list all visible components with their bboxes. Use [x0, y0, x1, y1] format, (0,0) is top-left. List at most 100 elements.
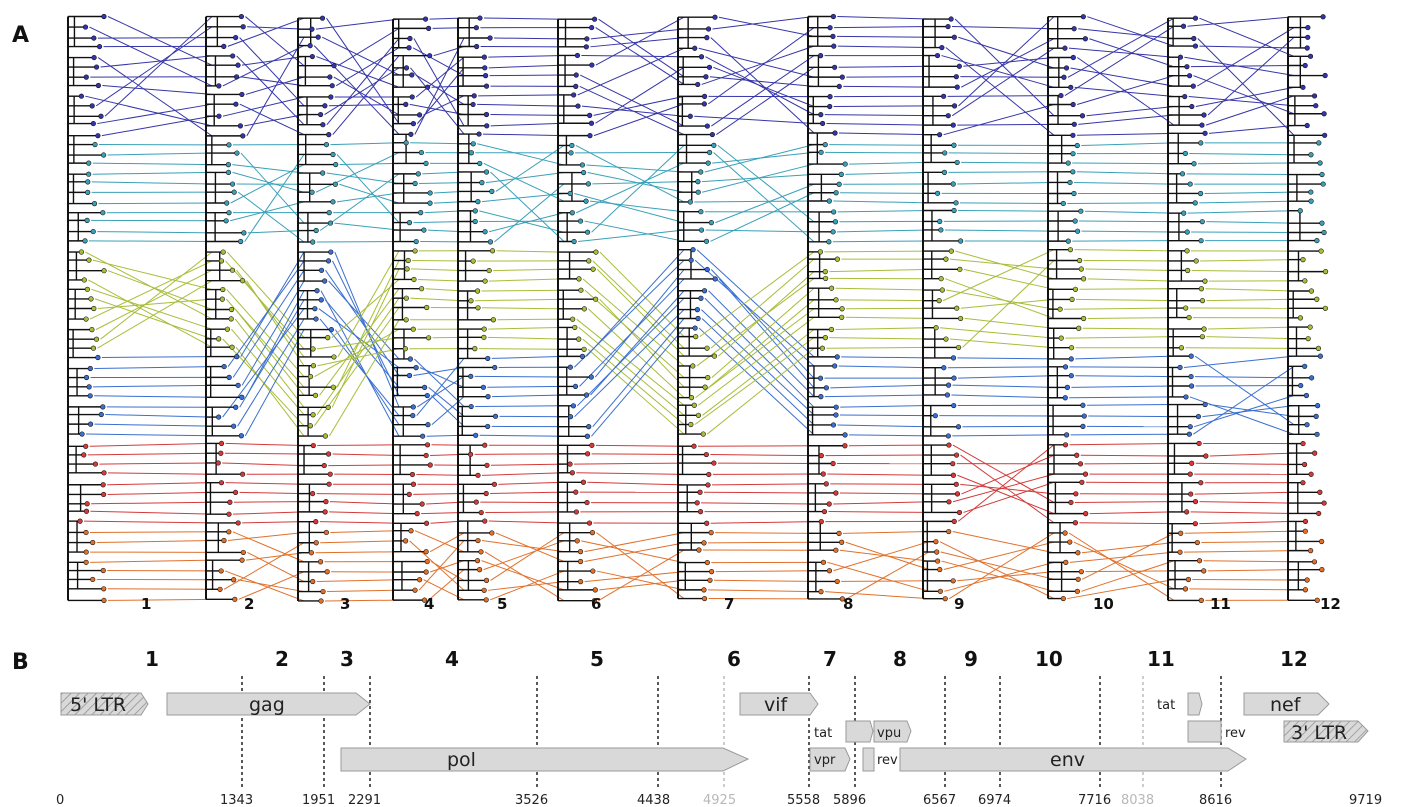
leaf-node: [231, 189, 237, 195]
connector-line: [582, 278, 685, 367]
leaf-node: [220, 286, 226, 293]
leaf-node: [487, 239, 494, 245]
connector-line: [584, 542, 685, 562]
leaf-node: [481, 326, 487, 332]
coord-label: 1951: [302, 793, 335, 807]
connector-line: [710, 258, 815, 349]
connector-line: [963, 481, 1055, 513]
leaf-node: [587, 112, 593, 118]
leaf-node: [412, 587, 418, 593]
leaf-node: [326, 132, 332, 138]
connector-line: [236, 55, 305, 126]
leaf-node: [937, 132, 943, 138]
connector-line: [319, 288, 400, 396]
leaf-node: [1191, 35, 1197, 42]
leaf-node: [1197, 190, 1204, 197]
connector-line: [329, 501, 400, 505]
leaf-node: [411, 276, 417, 283]
leaf-node: [422, 16, 429, 22]
leaf-node: [572, 383, 579, 390]
leaf-node: [471, 93, 477, 99]
connector-line: [704, 491, 815, 494]
leaf-node: [1063, 559, 1069, 565]
leaf-node: [319, 15, 326, 21]
leaf-node: [98, 411, 104, 418]
connector-line: [483, 133, 565, 137]
coord-label: 0: [56, 793, 64, 807]
leaf-node: [704, 520, 710, 526]
connector-line: [716, 66, 815, 135]
leaf-node: [579, 353, 586, 359]
leaf-node: [90, 345, 97, 351]
connector-line: [107, 16, 213, 66]
leaf-node: [92, 141, 98, 148]
leaf-node: [467, 451, 474, 457]
leaf-node: [698, 227, 705, 233]
leaf-node: [423, 452, 429, 459]
leaf-node: [830, 13, 836, 20]
leaf-node: [950, 122, 956, 128]
leaf-node: [570, 316, 576, 322]
leaf-node: [91, 305, 97, 312]
leaf-node: [426, 335, 432, 341]
connector-line: [239, 299, 305, 408]
connector-line: [85, 95, 213, 127]
leaf-node: [1064, 384, 1070, 390]
leaf-node: [1184, 229, 1190, 235]
leaf-node: [1198, 597, 1204, 603]
leaf-node: [239, 278, 246, 284]
leaf-node: [569, 470, 575, 476]
connector-line: [413, 358, 465, 407]
leaf-node: [403, 538, 409, 544]
leaf-node: [590, 266, 596, 272]
leaf-node: [1308, 471, 1314, 477]
leaf-node: [1316, 510, 1322, 517]
connector-line: [336, 192, 400, 203]
leaf-node: [1080, 423, 1086, 429]
leaf-node: [91, 201, 98, 207]
connector-line: [839, 414, 930, 417]
connector-line: [332, 453, 400, 456]
connector-line: [328, 464, 400, 467]
connector-line: [948, 171, 1055, 173]
leaf-node: [472, 208, 478, 214]
connector-line: [498, 481, 565, 485]
leaf-node: [1192, 43, 1199, 49]
connector-line: [598, 18, 685, 78]
leaf-node: [323, 499, 329, 505]
connector-line: [952, 473, 1055, 503]
leaf-node: [1071, 190, 1077, 197]
connector-line: [222, 308, 305, 418]
leaf-node: [820, 471, 826, 477]
connector-line: [708, 27, 815, 105]
connector-line: [90, 559, 213, 563]
leaf-node: [238, 13, 245, 20]
ltr3-box: [1283, 720, 1369, 743]
leaf-node: [711, 353, 718, 359]
leaf-node: [826, 239, 832, 245]
leaf-node: [574, 52, 581, 59]
leaf-node: [939, 44, 945, 51]
leaf-node: [100, 482, 106, 488]
tat1-label: tat: [814, 726, 832, 741]
leaf-node: [90, 539, 96, 546]
leaf-node: [409, 94, 415, 100]
connector-line: [337, 27, 400, 67]
connector-line: [94, 298, 213, 340]
leaf-node: [707, 577, 713, 583]
leaf-node: [1297, 208, 1303, 214]
leaf-node: [229, 267, 236, 273]
connector-line: [413, 221, 465, 224]
vpu-label: vpu: [877, 726, 901, 741]
connector-line: [839, 492, 930, 495]
leaf-node: [327, 471, 333, 477]
leaf-node: [233, 74, 240, 80]
leaf-node: [1196, 440, 1202, 447]
leaf-node: [1192, 521, 1198, 527]
leaf-node: [1076, 325, 1082, 331]
connector-line: [223, 542, 305, 590]
leaf-node: [1078, 569, 1084, 575]
connector-line: [958, 210, 1055, 212]
connector-line: [1081, 142, 1175, 147]
leaf-node: [473, 25, 479, 31]
